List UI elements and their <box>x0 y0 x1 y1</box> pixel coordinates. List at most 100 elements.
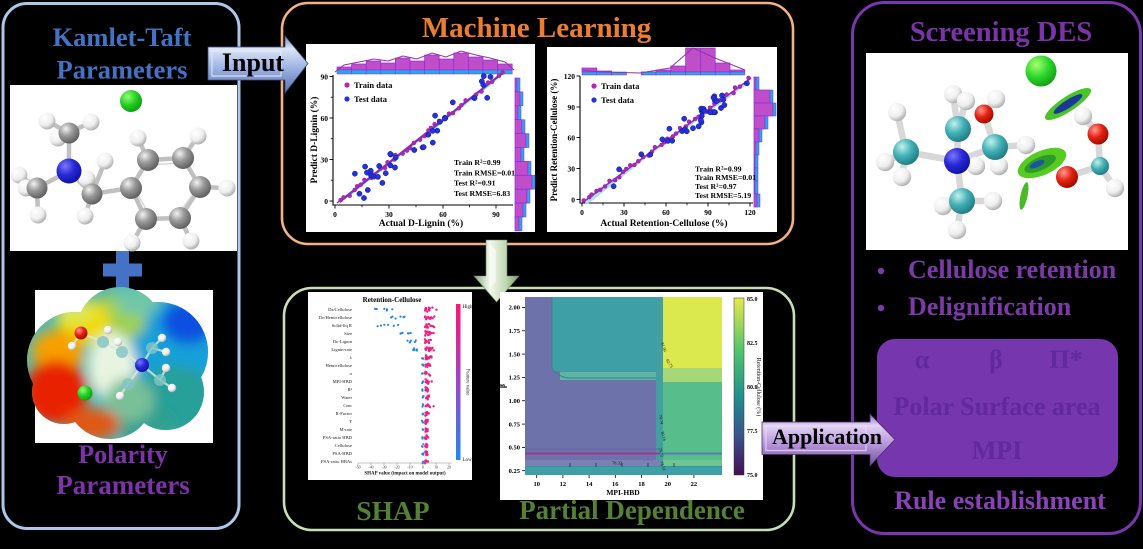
svg-text:79.74: 79.74 <box>658 414 665 425</box>
svg-text:Train data: Train data <box>354 80 393 90</box>
svg-text:Application: Application <box>772 424 882 449</box>
svg-text:β: β <box>989 345 1003 374</box>
svg-text:T: T <box>349 419 352 424</box>
svg-text:MPI-HBD: MPI-HBD <box>606 488 640 497</box>
svg-text:Predict Retention-Cellulose (%: Predict Retention-Cellulose (%) <box>549 79 559 202</box>
svg-text:Lignin-rate: Lignin-rate <box>331 347 352 352</box>
svg-text:σ: σ <box>350 371 353 376</box>
svg-text:MPI-HBD: MPI-HBD <box>333 379 353 384</box>
svg-text:Polar Surface area: Polar Surface area <box>894 392 1101 421</box>
svg-text:Π*: Π* <box>1049 345 1082 374</box>
svg-text:PSA-ratio HBD: PSA-ratio HBD <box>323 435 353 440</box>
svg-text:Actual Retention-Cellulose (%): Actual Retention-Cellulose (%) <box>600 218 727 229</box>
svg-text:Water: Water <box>341 395 352 400</box>
svg-text:80.0: 80.0 <box>747 385 758 391</box>
svg-text:Train data: Train data <box>601 81 640 91</box>
svg-text:14: 14 <box>586 481 593 488</box>
svg-text:Solid-liq R: Solid-liq R <box>332 323 353 328</box>
svg-text:1.75: 1.75 <box>509 328 521 335</box>
svg-text:Test RMSE=6.83: Test RMSE=6.83 <box>454 189 510 198</box>
svg-text:Feature value: Feature value <box>465 368 470 396</box>
svg-text:-40: -40 <box>368 466 373 470</box>
svg-text:Train R²=0.99: Train R²=0.99 <box>454 158 501 167</box>
svg-text:M-rate: M-rate <box>340 427 353 432</box>
svg-text:22: 22 <box>691 481 698 488</box>
svg-text:10: 10 <box>434 466 438 470</box>
svg-text:82.5: 82.5 <box>747 341 758 347</box>
svg-text:Size: Size <box>344 331 352 336</box>
svg-text:Test data: Test data <box>354 94 388 104</box>
svg-text:Train RMSE=0.01: Train RMSE=0.01 <box>695 173 756 182</box>
svg-text:Predict D-Lignin (%): Predict D-Lignin (%) <box>309 97 320 184</box>
svg-text:80.16: 80.16 <box>660 431 667 441</box>
svg-text:82.75: 82.75 <box>665 358 674 369</box>
svg-text:β: β <box>498 384 507 388</box>
svg-text:90: 90 <box>704 208 712 217</box>
svg-text:75.0: 75.0 <box>747 473 758 479</box>
svg-text:10: 10 <box>533 481 540 488</box>
svg-text:0: 0 <box>324 197 328 206</box>
svg-text:λ: λ <box>350 355 353 360</box>
svg-text:α: α <box>915 345 930 374</box>
svg-text:Dε-Lignin: Dε-Lignin <box>333 339 353 344</box>
svg-text:30: 30 <box>321 155 329 164</box>
svg-text:30: 30 <box>620 208 628 217</box>
svg-text:78.52: 78.52 <box>659 461 667 472</box>
svg-text:SHAP value (impact on model ou: SHAP value (impact on model output) <box>364 472 446 477</box>
svg-text:90: 90 <box>492 210 500 219</box>
svg-text:60: 60 <box>568 133 576 142</box>
svg-text:Test RMSE=5.19: Test RMSE=5.19 <box>695 191 751 200</box>
svg-text:Delignification: Delignification <box>908 292 1072 321</box>
svg-text:60: 60 <box>662 208 670 217</box>
svg-text:Parameters: Parameters <box>56 470 189 500</box>
svg-text:Cmc: Cmc <box>343 403 352 408</box>
svg-text:Cellulose retention: Cellulose retention <box>908 255 1117 284</box>
svg-text:Machine Learning: Machine Learning <box>422 12 652 44</box>
svg-text:Cellulose: Cellulose <box>335 443 352 448</box>
svg-text:-50: -50 <box>355 466 360 470</box>
svg-text:120: 120 <box>564 72 576 81</box>
svg-text:20: 20 <box>664 481 671 488</box>
svg-text:0: 0 <box>333 210 337 219</box>
svg-text:-30: -30 <box>381 466 386 470</box>
svg-text:Dε/Cellulose: Dε/Cellulose <box>328 307 352 312</box>
svg-text:18: 18 <box>638 481 645 488</box>
svg-text:30: 30 <box>385 210 393 219</box>
svg-text:SHAP: SHAP <box>356 495 430 526</box>
svg-text:Retention-Cellulose: Retention-Cellulose <box>363 296 422 304</box>
svg-text:90: 90 <box>321 72 329 81</box>
svg-text:0.75: 0.75 <box>509 421 521 428</box>
svg-text:R²: R² <box>348 387 353 392</box>
svg-text:Rule establishment: Rule establishment <box>894 486 1106 515</box>
svg-text:Kamlet-Taft: Kamlet-Taft <box>53 22 192 52</box>
svg-text:PSA-HBD: PSA-HBD <box>332 451 352 456</box>
svg-text:120: 120 <box>744 208 756 217</box>
svg-text:Partial Dependence: Partial Dependence <box>519 495 745 525</box>
svg-text:12: 12 <box>560 481 567 488</box>
svg-text:Actual D-Lignin (%): Actual D-Lignin (%) <box>379 218 463 229</box>
svg-text:Test R²=0.91: Test R²=0.91 <box>454 179 496 188</box>
svg-text:-20: -20 <box>394 466 399 470</box>
svg-text:Parameters: Parameters <box>57 55 188 85</box>
svg-text:78.32: 78.32 <box>612 461 622 466</box>
svg-text:Test data: Test data <box>601 95 635 105</box>
svg-text:60: 60 <box>321 114 329 123</box>
svg-text:0: 0 <box>422 466 424 470</box>
svg-text:Input: Input <box>222 48 284 77</box>
svg-text:0.50: 0.50 <box>509 445 520 452</box>
svg-text:High: High <box>463 305 474 310</box>
svg-text:16: 16 <box>612 481 619 488</box>
svg-text:Polarity: Polarity <box>78 440 168 469</box>
svg-text:77.5: 77.5 <box>747 429 758 435</box>
svg-text:Test R²=0.97: Test R²=0.97 <box>695 182 737 191</box>
svg-text:1.00: 1.00 <box>509 398 520 405</box>
svg-text:Low: Low <box>463 458 473 463</box>
svg-text:90: 90 <box>568 103 576 112</box>
svg-text:R-Factor: R-Factor <box>336 411 353 416</box>
svg-text:MPI: MPI <box>972 436 1023 465</box>
svg-text:Train RMSE=0.01: Train RMSE=0.01 <box>454 168 515 177</box>
svg-text:PSA-ratio HBAs: PSA-ratio HBAs <box>321 459 352 464</box>
svg-text:Train R²=0.99: Train R²=0.99 <box>695 164 742 173</box>
svg-text:2.00: 2.00 <box>509 305 520 312</box>
svg-text:-10: -10 <box>407 466 412 470</box>
